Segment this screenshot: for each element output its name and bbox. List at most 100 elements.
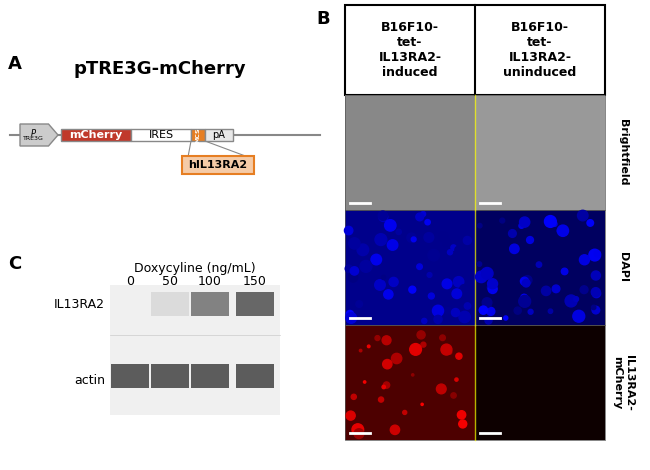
Circle shape	[455, 246, 462, 253]
Circle shape	[422, 318, 427, 323]
Circle shape	[410, 344, 421, 355]
Circle shape	[562, 268, 568, 274]
Circle shape	[580, 286, 588, 294]
Text: IL13RA2: IL13RA2	[54, 298, 105, 312]
Circle shape	[421, 212, 426, 216]
Circle shape	[428, 293, 434, 299]
Circle shape	[592, 305, 596, 310]
Circle shape	[448, 351, 452, 354]
Circle shape	[441, 344, 452, 355]
Circle shape	[592, 271, 601, 280]
Circle shape	[417, 264, 423, 269]
Text: B16F10-
tet-
IL13RA2-
induced: B16F10- tet- IL13RA2- induced	[378, 21, 441, 79]
Circle shape	[356, 301, 363, 307]
Circle shape	[451, 245, 456, 250]
Circle shape	[508, 230, 516, 237]
Text: 100: 100	[198, 275, 222, 288]
Polygon shape	[20, 124, 58, 146]
Circle shape	[357, 244, 369, 256]
Circle shape	[346, 313, 356, 323]
Circle shape	[482, 269, 489, 277]
Circle shape	[488, 279, 497, 289]
Circle shape	[432, 305, 443, 316]
Circle shape	[577, 210, 588, 221]
Text: TRE3G: TRE3G	[23, 136, 44, 141]
Text: B: B	[317, 10, 330, 28]
FancyBboxPatch shape	[61, 129, 131, 141]
Circle shape	[436, 384, 446, 394]
Circle shape	[519, 296, 530, 307]
Circle shape	[521, 294, 528, 301]
Circle shape	[592, 288, 600, 297]
Circle shape	[391, 353, 402, 364]
Circle shape	[389, 277, 398, 286]
Circle shape	[378, 211, 387, 220]
Text: pA: pA	[213, 130, 226, 140]
Text: hIL13RA2: hIL13RA2	[188, 160, 248, 170]
FancyBboxPatch shape	[475, 210, 605, 325]
Circle shape	[384, 382, 389, 388]
Text: Doxycyline (ng/mL): Doxycyline (ng/mL)	[134, 262, 256, 275]
Circle shape	[346, 411, 355, 420]
Circle shape	[488, 285, 492, 290]
FancyBboxPatch shape	[345, 325, 475, 440]
Circle shape	[557, 225, 569, 236]
Circle shape	[403, 410, 407, 415]
Circle shape	[354, 429, 364, 439]
Circle shape	[367, 345, 370, 348]
FancyBboxPatch shape	[131, 129, 191, 141]
Circle shape	[428, 250, 439, 261]
Text: 50: 50	[162, 275, 178, 288]
Circle shape	[443, 239, 450, 246]
Circle shape	[439, 232, 448, 241]
Circle shape	[478, 223, 482, 228]
FancyBboxPatch shape	[475, 95, 605, 210]
Circle shape	[464, 303, 471, 309]
Circle shape	[445, 307, 451, 314]
Circle shape	[383, 360, 392, 369]
Circle shape	[344, 227, 353, 235]
Circle shape	[526, 236, 534, 243]
Circle shape	[456, 353, 462, 359]
FancyBboxPatch shape	[191, 129, 205, 141]
Text: A: A	[8, 55, 22, 73]
Circle shape	[382, 336, 391, 345]
FancyBboxPatch shape	[345, 210, 475, 325]
Text: MCS: MCS	[196, 127, 200, 143]
Circle shape	[487, 307, 495, 315]
Text: 150: 150	[243, 275, 267, 288]
Text: C: C	[8, 255, 21, 273]
Circle shape	[378, 397, 383, 402]
Circle shape	[411, 374, 414, 376]
Text: 0: 0	[126, 275, 134, 288]
Circle shape	[421, 342, 426, 347]
FancyBboxPatch shape	[345, 95, 475, 210]
Circle shape	[350, 267, 359, 275]
Circle shape	[352, 424, 363, 436]
Circle shape	[371, 254, 382, 265]
Circle shape	[416, 213, 424, 221]
Circle shape	[387, 240, 398, 250]
Circle shape	[579, 255, 590, 265]
Circle shape	[382, 385, 385, 389]
Circle shape	[587, 219, 593, 226]
Circle shape	[545, 216, 556, 227]
Circle shape	[384, 290, 393, 299]
Text: B16F10-
tet-
IL13RA2-
uninduced: B16F10- tet- IL13RA2- uninduced	[503, 21, 577, 79]
Circle shape	[536, 262, 541, 267]
Text: actin: actin	[74, 374, 105, 386]
FancyBboxPatch shape	[151, 292, 189, 316]
Circle shape	[346, 311, 354, 318]
Circle shape	[566, 298, 572, 304]
Circle shape	[379, 212, 388, 221]
Circle shape	[396, 229, 401, 235]
FancyBboxPatch shape	[151, 364, 189, 388]
Circle shape	[481, 267, 493, 279]
Circle shape	[558, 228, 562, 233]
Circle shape	[451, 393, 456, 398]
Circle shape	[485, 317, 492, 324]
Circle shape	[374, 280, 385, 290]
Circle shape	[417, 331, 425, 339]
Circle shape	[552, 222, 557, 227]
FancyBboxPatch shape	[111, 364, 149, 388]
